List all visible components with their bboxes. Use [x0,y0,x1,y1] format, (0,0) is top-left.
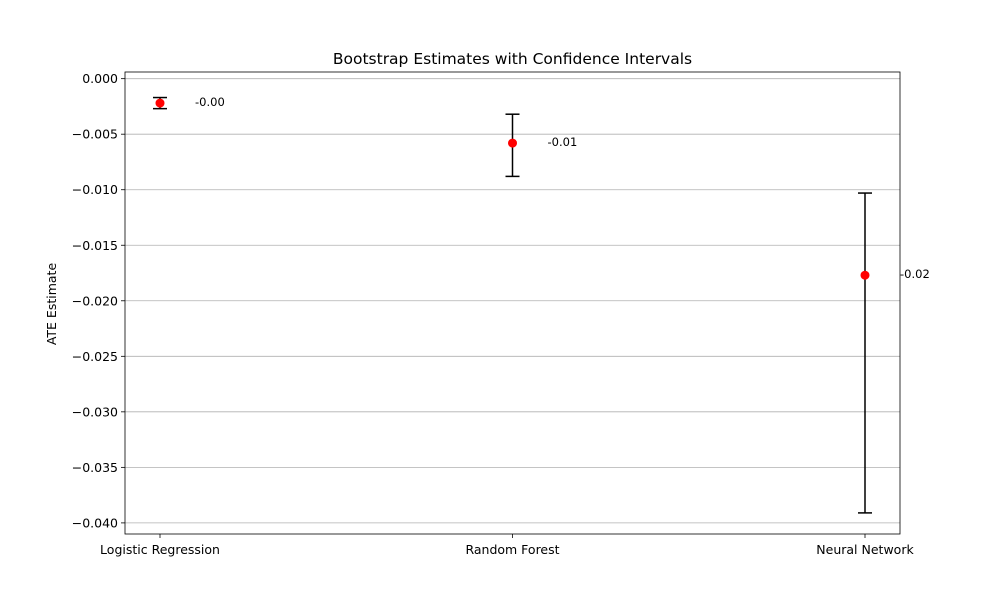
axes-layer: 0.000 −0.005 −0.010 −0.015 −0.020 −0.025 −0.03… [72,71,915,557]
y-tick-label: −0.005 [72,127,118,142]
x-tick-label: Logistic Regression [100,542,220,557]
y-tick-label: −0.030 [72,404,118,419]
data-label: -0.02 [900,267,930,281]
y-tick-label: −0.015 [72,238,118,253]
y-tick-label: −0.010 [72,182,118,197]
y-tick-label: 0.000 [82,71,118,86]
estimate-point [860,270,870,280]
y-axis-label: ATE Estimate [44,263,59,346]
estimate-point [155,98,165,108]
estimate-point [508,138,517,148]
x-tick-label: Random Forest [465,542,559,557]
y-tick-label: −0.040 [72,515,118,530]
marks-layer: -0.00 -0.01 -0.02 [153,95,930,514]
grid-layer [125,78,900,524]
y-tick-label: −0.020 [72,293,118,308]
data-label: -0.00 [195,95,225,109]
x-tick-label: Neural Network [816,542,914,557]
y-tick-label: −0.035 [72,460,118,475]
y-tick-label: −0.025 [72,349,118,364]
data-label: -0.01 [548,135,578,149]
chart-title: Bootstrap Estimates with Confidence Inte… [333,50,692,68]
